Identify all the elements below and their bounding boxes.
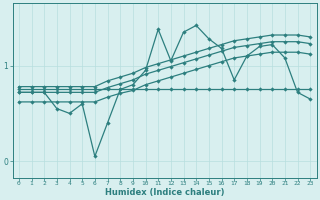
X-axis label: Humidex (Indice chaleur): Humidex (Indice chaleur) xyxy=(105,188,224,197)
